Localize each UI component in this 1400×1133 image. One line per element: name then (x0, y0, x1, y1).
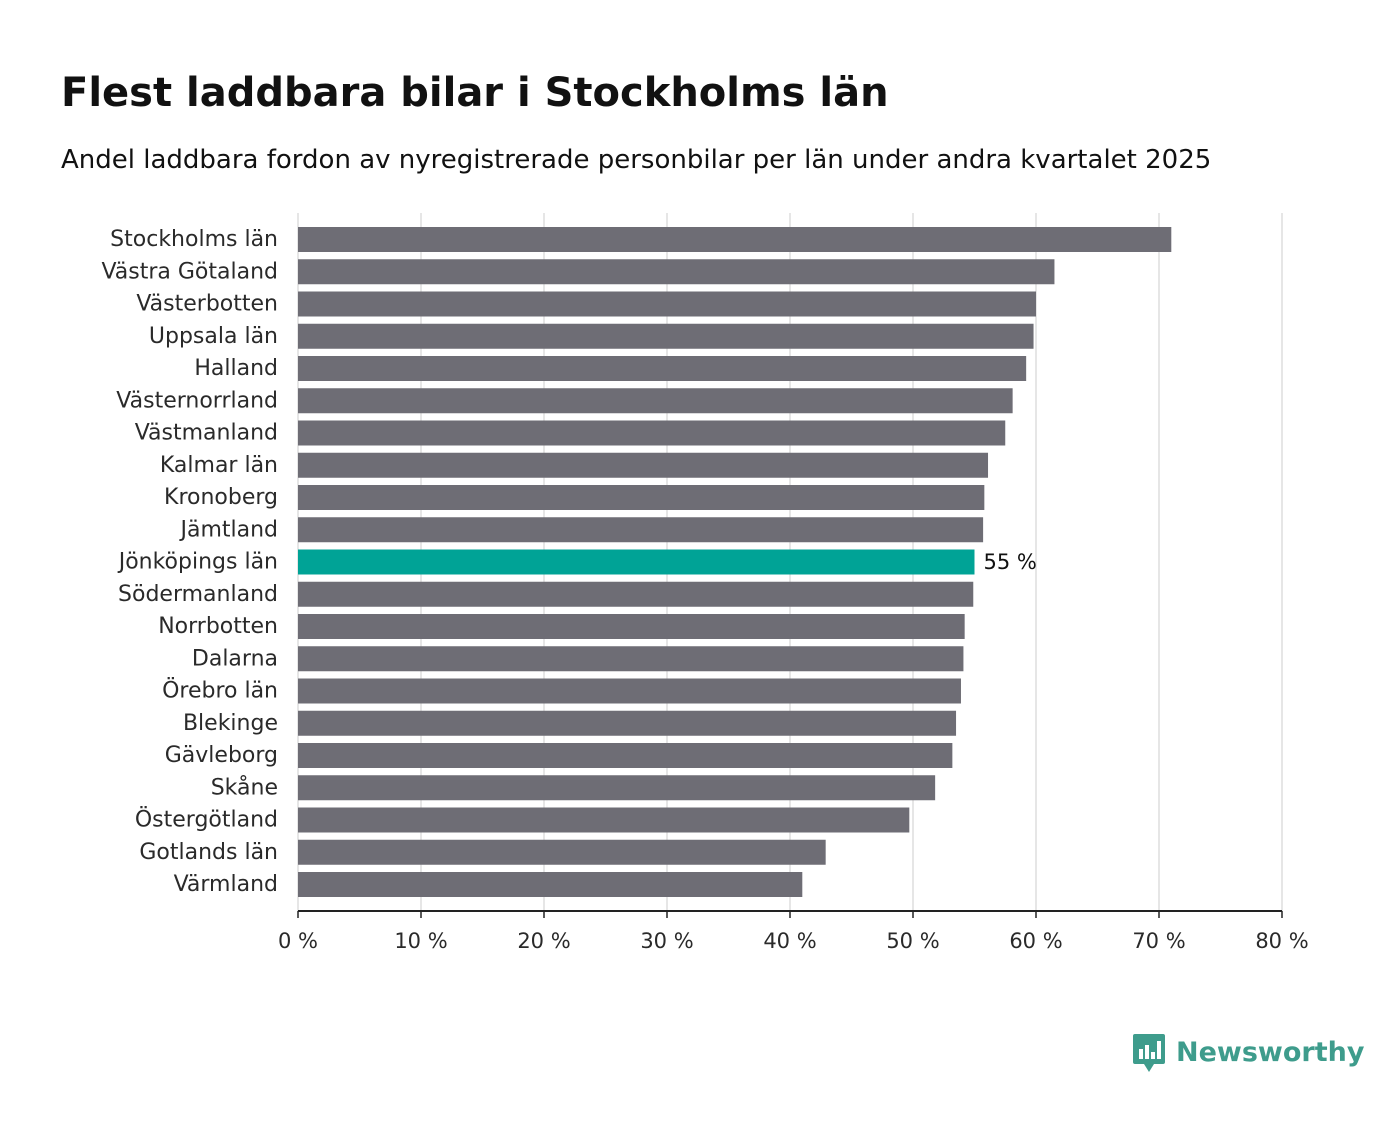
category-label: Östergötland (135, 807, 278, 833)
category-label: Dalarna (192, 646, 278, 671)
category-label: Skåne (211, 774, 278, 800)
x-tick-label: 60 % (1009, 929, 1062, 953)
category-label: Kronoberg (164, 485, 278, 510)
bar (298, 872, 803, 897)
chart-subtitle: Andel laddbara fordon av nyregistrerade … (61, 145, 1212, 175)
brand-name: Newsworthy (1176, 1037, 1365, 1068)
category-label: Södermanland (118, 582, 278, 607)
category-label: Jämtland (178, 517, 278, 542)
bar (298, 775, 936, 801)
bar (298, 743, 953, 768)
x-axis: 0 % 10 % 20 % 30 % 40 % 50 % 60 % 70 % 80 % (278, 910, 1309, 953)
bar (298, 227, 1172, 252)
x-tick-label: 40 % (763, 929, 816, 953)
bar (298, 517, 984, 543)
bar (298, 807, 910, 833)
brand-logo: Newsworthy (1132, 1031, 1364, 1075)
data-labels: 55 % (984, 550, 1037, 574)
x-tick-label: 20 % (517, 929, 570, 953)
bar (298, 356, 1027, 381)
category-label: Örebro län (162, 678, 278, 704)
category-label: Halland (194, 356, 278, 381)
bar (298, 646, 964, 672)
bar (298, 388, 1013, 414)
bar (298, 839, 826, 865)
bar (298, 291, 1036, 317)
category-label: Jönköpings län (117, 550, 278, 575)
category-label: Västmanland (135, 421, 278, 446)
category-label: Norrbotten (158, 614, 278, 639)
bar (298, 259, 1055, 285)
bar (298, 710, 957, 736)
category-label: Gotlands län (139, 840, 278, 865)
newsworthy-logo-icon (1133, 1034, 1165, 1072)
x-tick-label: 30 % (640, 929, 693, 953)
category-labels: Stockholms län Västra Götaland Västerbotte… (101, 227, 278, 897)
category-label: Uppsala län (149, 324, 278, 349)
x-tick-label: 80 % (1255, 929, 1308, 953)
bar (298, 420, 1006, 446)
category-label: Stockholms län (110, 227, 278, 252)
bar (298, 485, 985, 510)
x-tick-label: 10 % (394, 929, 447, 953)
data-label: 55 % (984, 550, 1037, 574)
chart-title: Flest laddbara bilar i Stockholms län (61, 70, 889, 116)
category-label: Västra Götaland (101, 259, 278, 284)
x-tick-label: 70 % (1132, 929, 1185, 953)
bar (298, 581, 974, 607)
category-label: Blekinge (183, 711, 278, 736)
category-label: Värmland (174, 872, 278, 897)
category-label: Västernorrland (116, 388, 278, 413)
category-label: Västerbotten (136, 292, 278, 317)
category-label: Gävleborg (165, 743, 278, 768)
category-label: Kalmar län (160, 453, 278, 478)
x-tick-label: 0 % (278, 929, 318, 953)
bar-highlight (298, 549, 975, 575)
bars (298, 227, 1172, 897)
bar (298, 452, 989, 478)
bar (298, 614, 965, 639)
bar (298, 323, 1034, 349)
x-tick-label: 50 % (886, 929, 939, 953)
bar (298, 678, 961, 704)
